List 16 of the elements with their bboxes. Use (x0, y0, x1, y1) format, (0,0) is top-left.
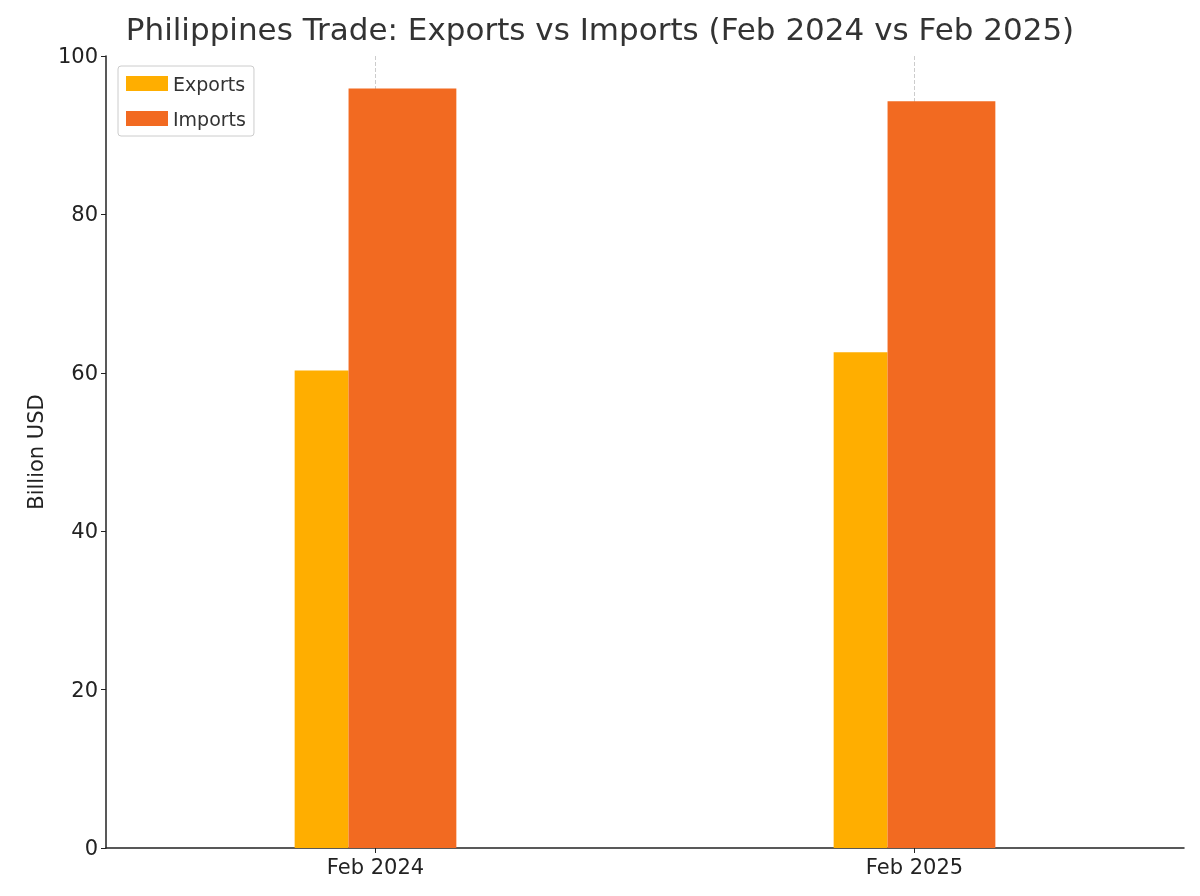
bar (294, 370, 349, 848)
x-tick-label: Feb 2024 (326, 854, 425, 879)
legend-label: Exports (173, 72, 246, 95)
y-tick-label: 80 (71, 202, 98, 227)
y-tick-label: 60 (71, 360, 98, 385)
legend-label: Imports (173, 107, 246, 130)
bar (887, 101, 996, 848)
y-tick-label: 20 (71, 677, 98, 702)
bar (833, 352, 888, 848)
x-tick-label: Feb 2025 (865, 854, 964, 879)
y-tick-label: 100 (57, 44, 98, 68)
y-tick-label: 0 (84, 836, 98, 860)
y-tick-label: 40 (71, 519, 98, 544)
chart-title: Philippines Trade: Exports vs Imports (Feb 2024 vs Feb 2025) (125, 10, 1075, 47)
y-axis-title: Billion USD (23, 394, 48, 510)
bar (348, 88, 457, 848)
